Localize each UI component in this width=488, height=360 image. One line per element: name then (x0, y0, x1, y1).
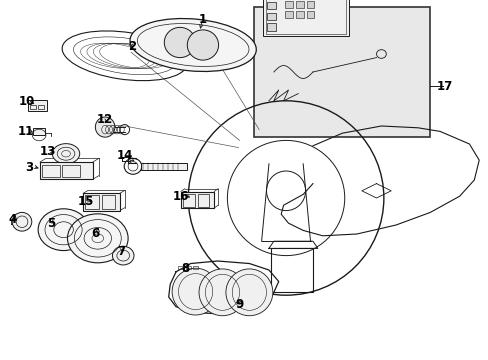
Bar (181, 192, 214, 208)
Bar (83, 193, 120, 211)
Text: 14: 14 (116, 149, 133, 162)
Text: 16: 16 (172, 190, 189, 203)
Text: 4: 4 (8, 213, 16, 226)
Ellipse shape (12, 212, 32, 231)
Ellipse shape (52, 144, 80, 164)
Text: 3: 3 (25, 161, 33, 174)
Bar (285, 1, 292, 8)
Bar (185, 266, 190, 269)
Ellipse shape (38, 209, 89, 251)
Ellipse shape (67, 214, 128, 263)
Text: 1: 1 (199, 13, 206, 26)
Ellipse shape (199, 269, 245, 316)
Bar (193, 266, 198, 269)
Text: 12: 12 (97, 113, 113, 126)
Bar (30, 105, 36, 109)
Bar (62, 165, 80, 177)
Bar (266, 13, 275, 20)
Bar (295, 11, 303, 18)
Text: 8: 8 (182, 262, 189, 275)
Bar (266, 23, 275, 31)
Bar (285, 11, 292, 18)
Bar (102, 195, 115, 209)
Bar (265, 0, 346, 34)
Ellipse shape (164, 27, 195, 58)
Ellipse shape (130, 18, 256, 72)
Bar (38, 105, 43, 109)
Bar (183, 194, 194, 207)
Ellipse shape (95, 117, 115, 137)
Bar (271, 248, 312, 292)
Bar (254, 7, 429, 137)
Text: 10: 10 (19, 95, 35, 108)
Text: 11: 11 (17, 125, 34, 138)
Text: 7: 7 (117, 245, 125, 258)
Ellipse shape (112, 246, 134, 265)
Bar (28, 100, 47, 111)
Bar (306, 11, 314, 18)
Ellipse shape (187, 30, 218, 60)
Bar (42, 165, 60, 177)
Text: 17: 17 (436, 80, 452, 93)
Bar (141, 163, 187, 170)
Bar (266, 2, 275, 9)
Text: 13: 13 (40, 145, 56, 158)
Bar (263, 0, 348, 36)
Bar (295, 1, 303, 8)
Text: 2: 2 (128, 40, 136, 53)
Bar (178, 266, 183, 269)
Bar (33, 128, 45, 135)
Bar (306, 1, 314, 8)
Bar (40, 162, 93, 179)
Text: 5: 5 (47, 217, 55, 230)
Ellipse shape (172, 268, 219, 315)
Text: 15: 15 (77, 195, 94, 208)
Bar (85, 195, 99, 209)
Bar (197, 194, 209, 207)
Ellipse shape (225, 269, 272, 316)
Text: 6: 6 (91, 227, 99, 240)
Text: 9: 9 (235, 298, 243, 311)
